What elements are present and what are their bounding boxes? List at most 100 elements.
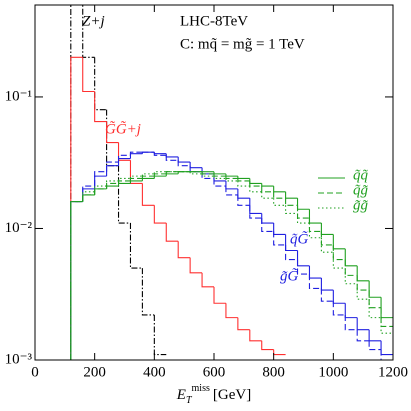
histogram-bin	[106, 185, 119, 189]
histogram-bin	[117, 142, 131, 161]
histogram-bin	[201, 272, 214, 288]
histogram-bin	[296, 250, 310, 267]
x-axis-label: ETmiss [GeV]	[176, 383, 251, 406]
histogram-bin	[273, 191, 286, 199]
histogram-bin	[129, 160, 143, 184]
histogram-bin	[332, 290, 346, 304]
histogram-bin	[368, 329, 382, 342]
histogram-bin	[225, 186, 238, 196]
histogram-bin	[225, 178, 238, 182]
histogram-bin	[332, 244, 346, 261]
histogram-bin	[189, 162, 203, 169]
histogram-bin	[153, 205, 167, 224]
histogram-bin	[261, 213, 274, 224]
x-tick-label: 800	[262, 364, 285, 380]
histogram-bin	[141, 175, 155, 179]
histogram-bin	[213, 173, 226, 182]
histogram-bin	[117, 182, 131, 187]
histogram-bin	[165, 173, 179, 177]
histogram-bin	[70, 201, 83, 360]
plot-area	[70, 5, 393, 360]
histogram-bin	[129, 177, 143, 181]
histogram-bin	[201, 173, 214, 177]
x-tick-label: 1000	[318, 364, 348, 380]
histogram-bin	[308, 265, 322, 279]
histogram-bin	[189, 171, 203, 175]
histogram-bin	[344, 268, 358, 285]
histogram-bin	[165, 153, 179, 158]
histogram-bin	[225, 180, 238, 190]
histogram-bin	[237, 180, 250, 187]
histogram-bin	[153, 152, 167, 155]
histogram-bin	[94, 171, 107, 187]
histogram-bin	[356, 275, 370, 291]
histogram-bin	[117, 177, 131, 181]
histogram-bin	[273, 223, 286, 236]
y-tick-label: 10⁻³	[5, 351, 33, 367]
histogram-bin	[70, 201, 83, 360]
histogram-bin	[106, 109, 119, 167]
legend-label: q̃q̃	[353, 167, 369, 183]
histogram-bin	[273, 349, 286, 356]
histogram-bin	[94, 57, 107, 111]
histogram-bin	[261, 183, 274, 187]
histogram-bin	[153, 175, 167, 179]
histogram-bin	[273, 186, 286, 193]
histogram-bin	[285, 198, 298, 206]
histogram-bin	[153, 152, 167, 156]
histogram-bin	[70, 56, 83, 360]
histogram-bin	[213, 171, 226, 175]
histogram-bin	[70, 201, 83, 360]
histogram-bin	[165, 155, 179, 161]
histogram-bin	[285, 244, 298, 261]
histogram-bin	[225, 173, 238, 177]
histogram-bin	[296, 198, 310, 210]
x-label-unit: [GeV]	[213, 387, 251, 403]
histogram-bin	[344, 303, 358, 319]
histogram-bin	[153, 171, 167, 174]
histogram-bin	[82, 57, 95, 93]
histogram-bin	[249, 186, 262, 193]
histogram-bin	[320, 278, 334, 291]
histogram-bin	[368, 299, 382, 319]
histogram-bin	[225, 303, 238, 319]
histogram-bin	[70, 5, 72, 360]
y-tick-label: 10⁻²	[5, 220, 33, 236]
histogram-bin	[201, 171, 214, 175]
histogram-bin	[380, 317, 393, 334]
histogram-bin	[177, 156, 191, 163]
histogram-bin	[296, 213, 310, 224]
histogram-bin	[380, 340, 393, 356]
histogram-bin	[189, 257, 203, 274]
series-label: Z+j	[82, 13, 105, 29]
histogram-bin	[308, 274, 322, 289]
histogram-bin	[177, 160, 191, 167]
histogram-bin	[106, 121, 119, 144]
histogram-bin	[213, 286, 226, 304]
histogram-bin	[368, 340, 382, 351]
histogram-bin	[296, 259, 310, 275]
histogram-bin	[129, 180, 143, 184]
histogram-bin	[213, 178, 226, 187]
histogram-bin	[320, 237, 334, 253]
histogram-bin	[129, 151, 143, 156]
histogram-bin	[380, 307, 393, 327]
histogram-bin	[94, 91, 107, 123]
histogram-bin	[332, 234, 346, 250]
histogram-bin	[94, 188, 107, 195]
histogram-bin	[380, 297, 393, 319]
histogram-bin	[344, 259, 358, 276]
histogram-bin	[320, 231, 334, 246]
histogram-bin	[82, 194, 95, 202]
histogram-bin	[237, 317, 250, 331]
histogram-bin	[117, 165, 131, 224]
histogram-bin	[189, 165, 203, 173]
x-label-symbol: E	[176, 387, 186, 403]
histogram-bin	[177, 241, 191, 259]
histogram-bin	[249, 329, 262, 342]
histogram-bin	[344, 248, 358, 267]
histogram-bin	[249, 198, 262, 215]
histogram-bin	[261, 218, 274, 232]
histogram-bin	[129, 223, 143, 269]
